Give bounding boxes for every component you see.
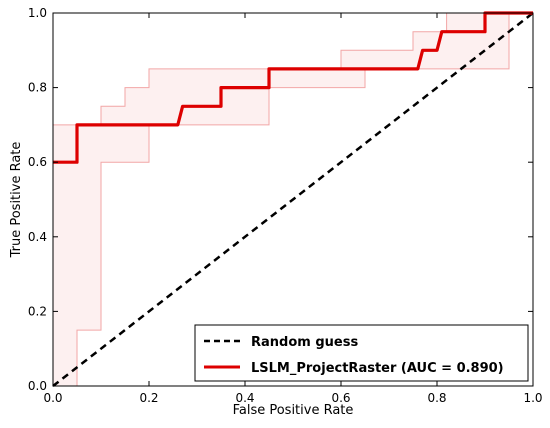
x-tick-label: 1.0: [523, 391, 542, 405]
y-tick-label: 0.6: [28, 155, 47, 169]
x-tick-label: 0.8: [427, 391, 446, 405]
y-tick-label: 0.0: [28, 379, 47, 393]
legend-label-lslm: LSLM_ProjectRaster (AUC = 0.890): [251, 361, 504, 376]
x-tick-label: 0.6: [331, 391, 350, 405]
confidence-band: [52, 12, 533, 387]
random-guess-line: [52, 12, 534, 387]
legend-label-random-guess: Random guess: [251, 335, 358, 350]
confidence-band-lower: [53, 12, 533, 387]
y-axis-label: True Positive Rate: [9, 142, 24, 259]
x-tick-label: 0.2: [139, 391, 158, 405]
axis-ticks: 0.0 0.2 0.4 0.6 0.8 1.0 0.0 0.2 0.4 0.6 0.8 1.0: [28, 6, 543, 405]
roc-curve-line: [53, 11, 533, 164]
y-tick-label: 1.0: [28, 6, 47, 20]
series-lines: [52, 11, 534, 387]
legend: Random guess LSLM_ProjectRaster (AUC = 0…: [194, 324, 529, 382]
x-tick-label: 0.0: [43, 391, 62, 405]
x-axis-label: False Positive Rate: [233, 403, 354, 418]
legend-box: [194, 324, 529, 382]
y-tick-label: 0.8: [28, 81, 47, 95]
confidence-band-upper: [52, 12, 533, 163]
y-tick-label: 0.2: [28, 304, 47, 318]
confidence-band-fill: [53, 13, 533, 386]
y-tick-label: 0.4: [28, 230, 47, 244]
x-tick-label: 0.4: [235, 391, 254, 405]
plot-frame: [52, 12, 534, 387]
